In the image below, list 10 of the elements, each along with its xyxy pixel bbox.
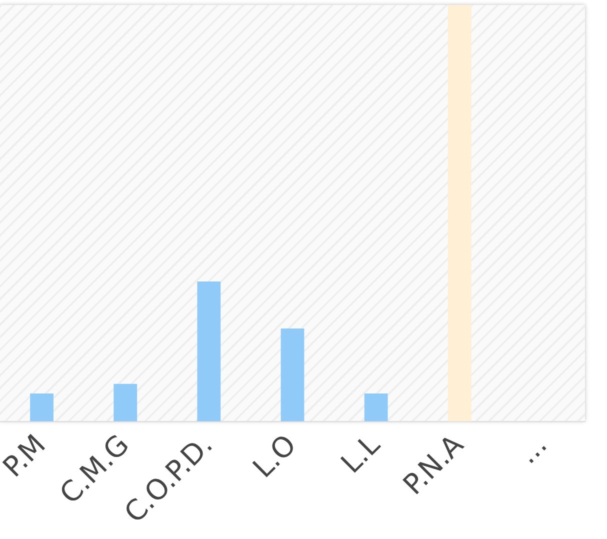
x-tick-label: ... [511,428,554,470]
bar [30,393,54,422]
bar [448,5,472,422]
bar [364,393,388,422]
x-tick-label: L.O [246,428,303,484]
bar [280,328,304,422]
x-tick-label: L.L [334,428,386,480]
x-tick-label: P.M [0,428,52,484]
bar [197,281,221,422]
bar [114,384,138,422]
